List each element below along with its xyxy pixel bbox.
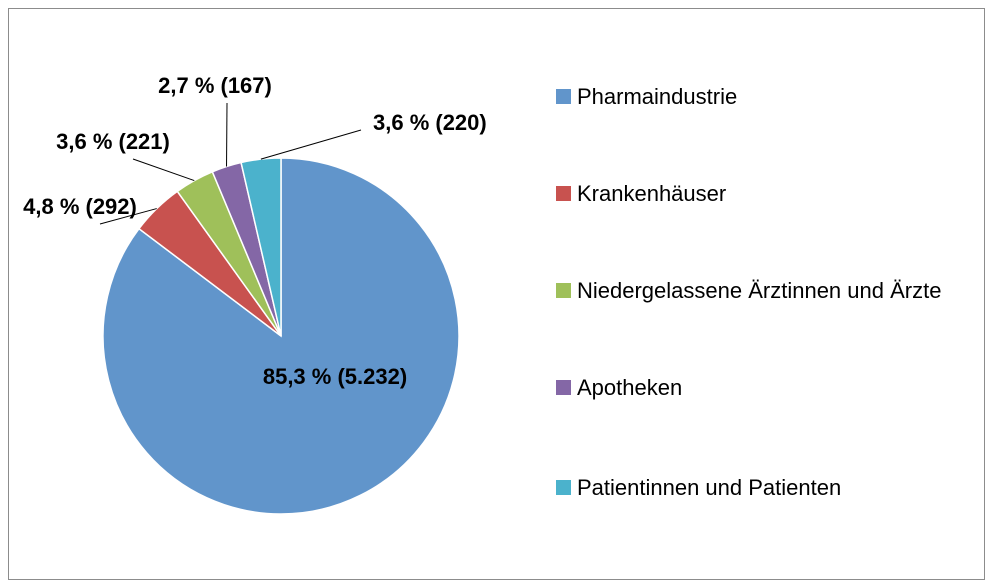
legend-swatch bbox=[556, 283, 571, 298]
leader-line bbox=[260, 129, 362, 160]
data-label: 85,3 % (5.232) bbox=[263, 364, 407, 389]
legend-item: Patientinnen und Patienten bbox=[556, 471, 957, 505]
data-label: 4,8 % (292) bbox=[23, 194, 137, 219]
legend-item: Niedergelassene Ärztinnen und Ärzte bbox=[556, 274, 957, 308]
legend-label: Patientinnen und Patienten bbox=[577, 475, 842, 500]
legend-label: Niedergelassene Ärztinnen und Ärzte bbox=[577, 278, 942, 303]
leader-line bbox=[99, 208, 157, 225]
legend-label: Krankenhäuser bbox=[577, 181, 727, 206]
legend-item: Pharmaindustrie bbox=[556, 80, 957, 114]
legend-item: Krankenhäuser bbox=[556, 177, 957, 211]
data-label: 3,6 % (221) bbox=[56, 129, 170, 154]
leader-line bbox=[132, 158, 195, 182]
data-label: 3,6 % (220) bbox=[373, 110, 487, 135]
legend-label: Apotheken bbox=[577, 375, 683, 400]
legend-swatch bbox=[556, 380, 571, 395]
legend-swatch bbox=[556, 480, 571, 495]
legend-swatch bbox=[556, 186, 571, 201]
legend-label: Pharmaindustrie bbox=[577, 84, 738, 109]
data-label: 2,7 % (167) bbox=[158, 73, 272, 98]
legend-item: Apotheken bbox=[556, 371, 957, 405]
legend-swatch bbox=[556, 89, 571, 104]
